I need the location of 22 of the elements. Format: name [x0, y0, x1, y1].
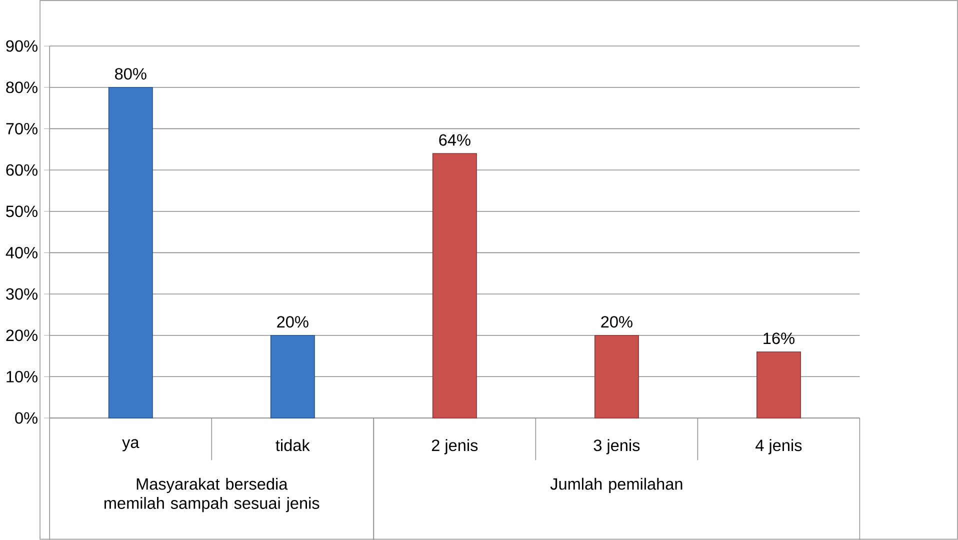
y-tick-label: 40% — [6, 246, 38, 258]
y-tick-label: 30% — [6, 288, 38, 300]
x-tick-label: 2 jenis — [432, 439, 478, 454]
y-tick-label: 50% — [6, 206, 38, 218]
y-tick-label: 10% — [6, 370, 38, 382]
y-tick-label: 60% — [6, 164, 38, 176]
x-tick-label: tidak — [276, 439, 310, 452]
data-label: 20% — [601, 316, 632, 328]
data-label: 80% — [115, 68, 146, 80]
y-tick-label: 0% — [15, 412, 38, 424]
y-tick-label: 80% — [6, 82, 38, 94]
y-tick-label: 70% — [6, 122, 38, 134]
x-tick-label: ya — [122, 439, 140, 452]
y-tick-label: 90% — [6, 40, 38, 52]
data-label: 64% — [439, 134, 470, 146]
x-tick-label: 4 jenis — [756, 439, 802, 454]
data-label: 16% — [764, 332, 794, 344]
data-label: 20% — [277, 316, 308, 328]
text: Jumlah pemilahan — [550, 478, 682, 493]
x-tick-label: 3 jenis — [594, 439, 640, 454]
text: Masyarakat bersedia memilah sampah sesuai jenis — [104, 478, 320, 512]
y-tick-label: 20% — [6, 330, 38, 342]
